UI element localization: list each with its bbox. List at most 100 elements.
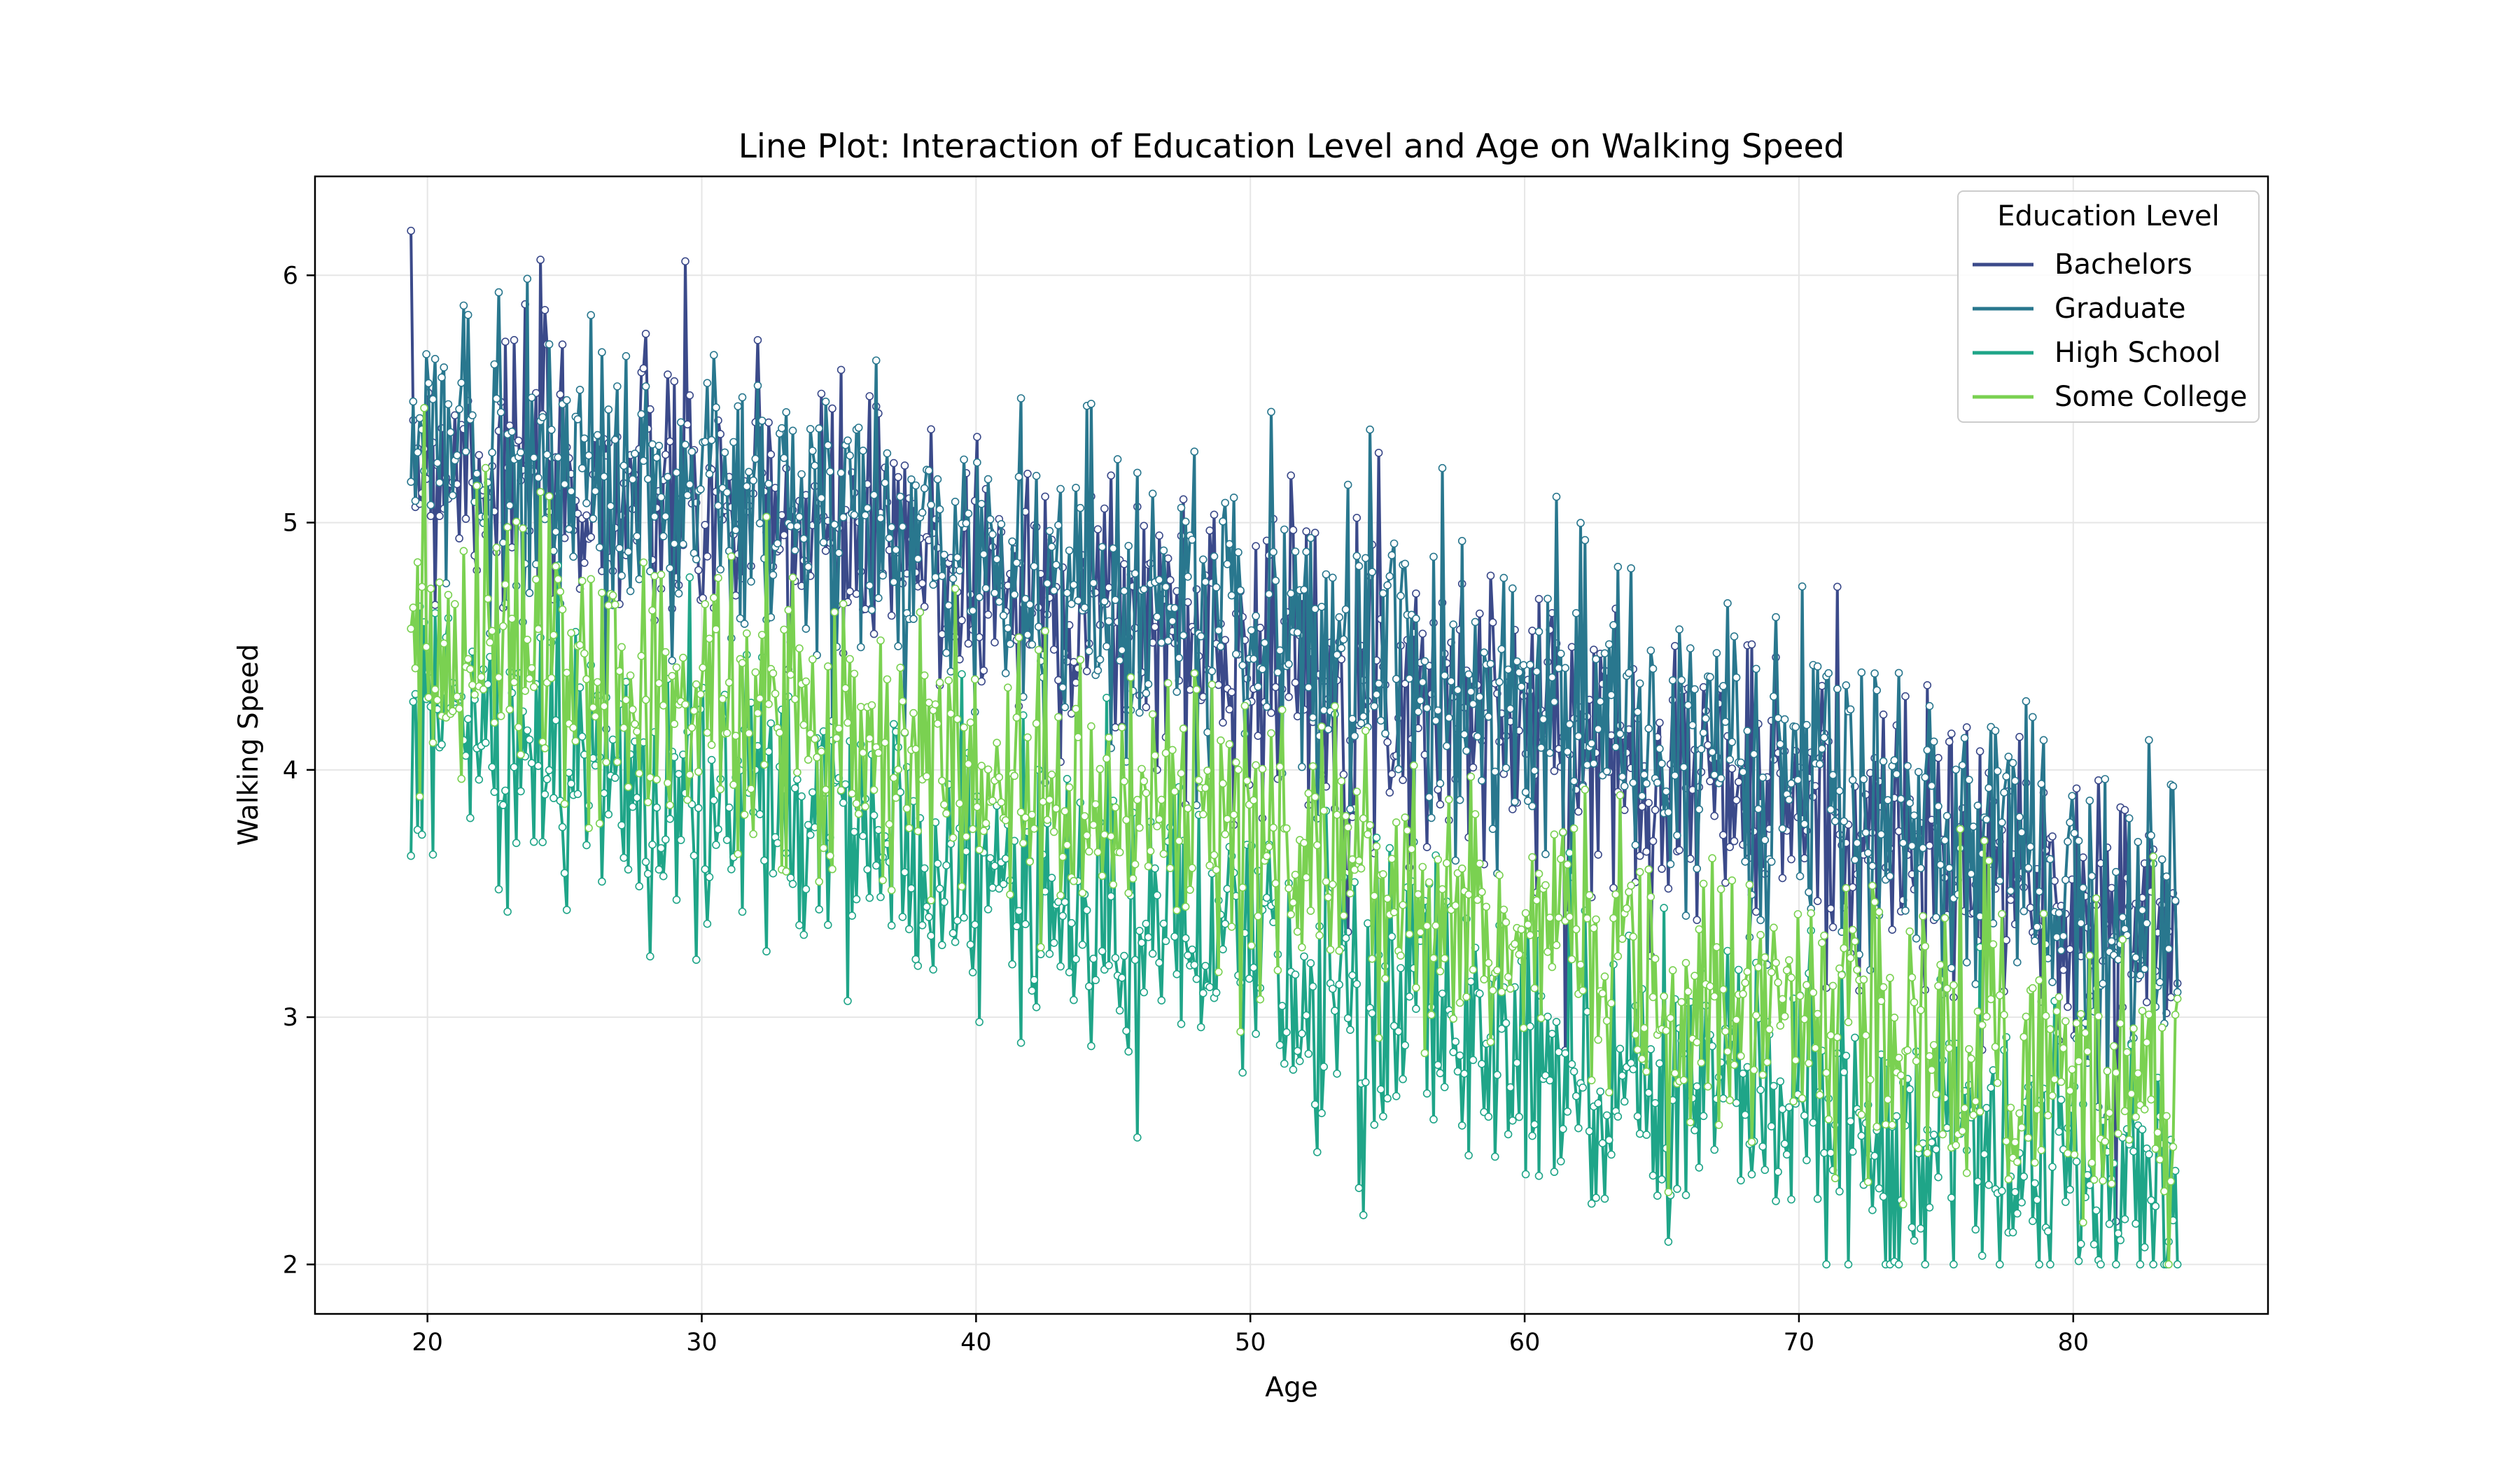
data-point <box>1635 1129 1644 1138</box>
data-point <box>1809 988 1818 997</box>
data-point <box>1205 526 1214 535</box>
data-point <box>1252 542 1260 551</box>
data-point <box>1651 1099 1660 1107</box>
data-point <box>1001 816 1010 825</box>
data-point <box>1302 873 1310 882</box>
data-point <box>1140 777 1148 785</box>
x-tick-label: 70 <box>1784 1329 1815 1357</box>
data-point <box>808 788 817 797</box>
data-point <box>2013 958 2022 967</box>
data-point <box>1223 815 1232 823</box>
data-point <box>2145 1150 2153 1158</box>
data-point <box>1868 862 1877 870</box>
data-point <box>1424 878 1434 887</box>
data-point <box>1223 885 1232 893</box>
data-point <box>1049 939 1058 947</box>
data-point <box>567 779 575 788</box>
data-point <box>738 907 747 916</box>
data-point <box>1598 989 1607 997</box>
data-point <box>1030 562 1039 570</box>
data-point <box>1778 824 1787 833</box>
data-point <box>1791 722 1800 732</box>
data-point <box>929 965 937 974</box>
data-point <box>1157 996 1166 1004</box>
data-point <box>1521 909 1530 918</box>
data-point <box>1932 913 1940 922</box>
data-point <box>1673 1184 1681 1194</box>
data-point <box>1892 1112 1901 1121</box>
data-point <box>997 798 1006 806</box>
data-point <box>1418 678 1427 687</box>
data-point <box>2048 978 2057 986</box>
data-point <box>1368 568 1376 576</box>
data-point <box>995 773 1004 782</box>
data-point <box>1673 831 1681 840</box>
data-point <box>507 427 517 436</box>
data-point <box>1888 1121 1896 1129</box>
data-point <box>1982 1012 1991 1021</box>
data-point <box>935 505 944 514</box>
data-point <box>433 696 442 704</box>
data-point <box>1047 770 1056 779</box>
data-point <box>1697 745 1706 753</box>
data-point <box>1473 732 1482 741</box>
data-point <box>1466 687 1476 696</box>
data-point <box>409 603 418 612</box>
data-point <box>1695 1163 1704 1172</box>
data-point <box>534 624 542 634</box>
data-point <box>1210 510 1219 519</box>
data-point <box>1049 645 1058 654</box>
data-point <box>1917 1006 1925 1014</box>
data-point <box>2166 993 2176 1002</box>
data-point <box>844 718 852 727</box>
data-point <box>1310 528 1320 538</box>
data-point <box>786 670 795 679</box>
data-point <box>488 448 496 457</box>
data-point <box>887 523 896 532</box>
data-point <box>1357 864 1366 873</box>
data-point <box>1820 931 1828 940</box>
data-point <box>799 534 808 543</box>
data-point <box>1956 825 1965 834</box>
data-point <box>1704 741 1712 750</box>
data-point <box>799 930 808 939</box>
data-point <box>1124 1047 1133 1056</box>
data-point <box>1884 796 1892 804</box>
y-tick-label: 2 <box>283 1251 298 1279</box>
data-point <box>1250 654 1258 664</box>
data-point <box>1405 930 1414 939</box>
data-point <box>1030 825 1039 833</box>
data-point <box>1772 958 1780 967</box>
data-point <box>1581 536 1590 545</box>
data-point <box>1271 682 1280 692</box>
data-point <box>2129 1147 2138 1156</box>
data-point <box>2070 829 2079 837</box>
data-point <box>857 703 865 711</box>
data-point <box>1770 923 1778 932</box>
data-point <box>1980 836 1989 845</box>
data-point <box>435 512 444 521</box>
data-point <box>1410 761 1418 770</box>
data-point <box>453 451 461 460</box>
data-point <box>1932 1090 1940 1098</box>
data-point <box>1991 727 2000 735</box>
data-point <box>1457 536 1466 545</box>
data-point <box>1359 1211 1368 1219</box>
data-point <box>1478 776 1486 785</box>
data-point <box>964 639 973 648</box>
data-point <box>1596 697 1604 706</box>
data-point <box>1664 1188 1673 1196</box>
data-point <box>1921 773 1929 782</box>
data-point <box>1151 864 1159 873</box>
data-point <box>968 606 977 615</box>
data-point <box>1846 1117 1855 1126</box>
data-point <box>1190 960 1199 969</box>
data-point <box>565 524 573 533</box>
data-point <box>1341 934 1350 942</box>
data-point <box>2087 872 2096 881</box>
data-point <box>1491 1152 1499 1161</box>
data-point <box>1052 561 1060 569</box>
data-point <box>1870 669 1879 678</box>
data-point <box>1648 993 1658 1002</box>
data-point <box>1805 888 1813 897</box>
